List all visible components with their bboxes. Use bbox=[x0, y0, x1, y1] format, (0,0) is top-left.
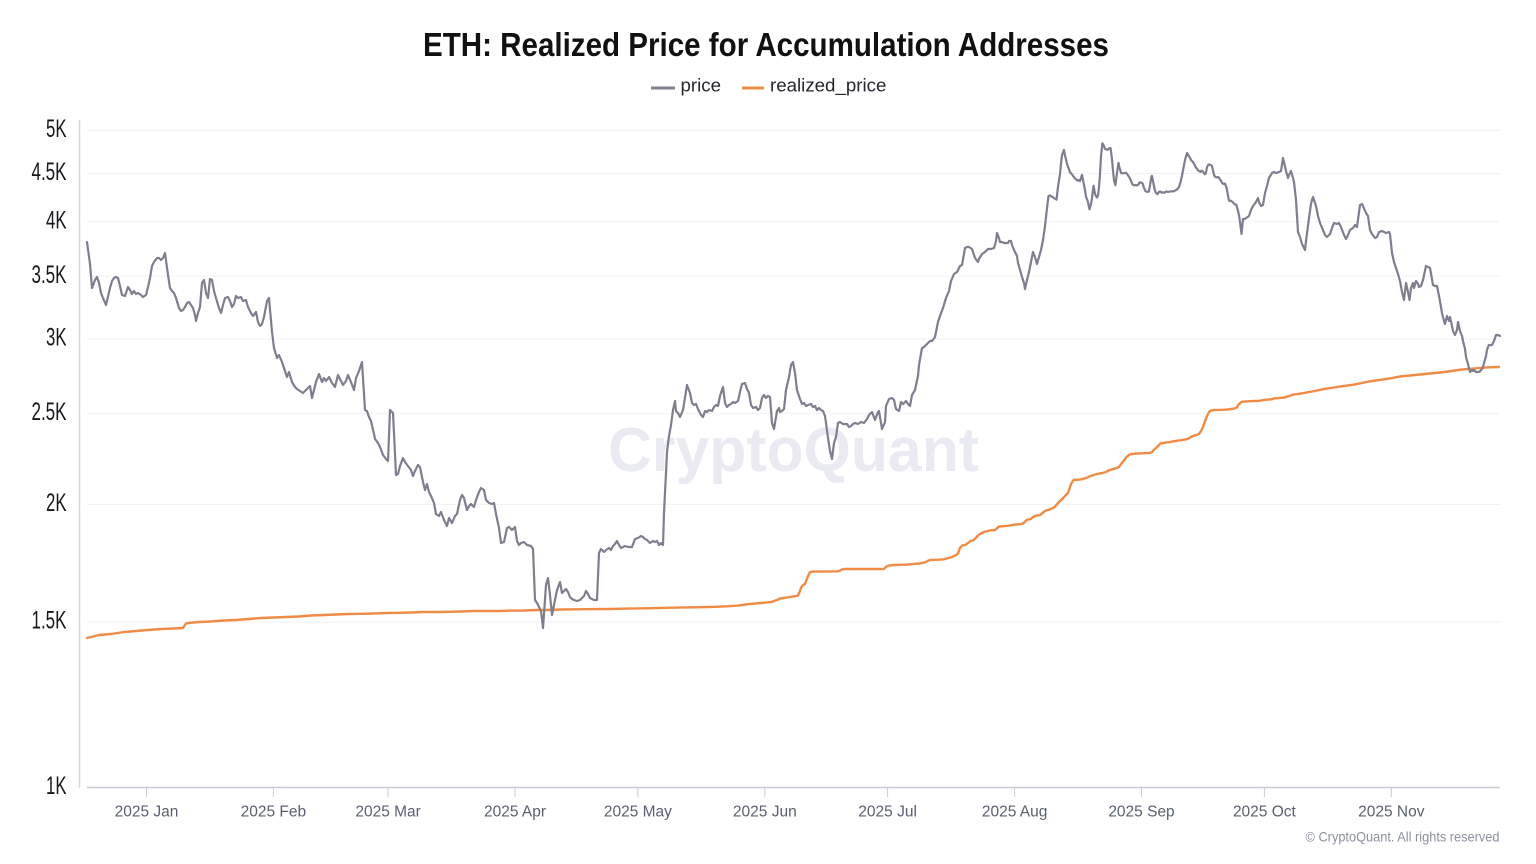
svg-text:realized_price: realized_price bbox=[770, 75, 886, 97]
svg-text:4.5K: 4.5K bbox=[32, 159, 67, 186]
svg-text:3K: 3K bbox=[46, 325, 67, 352]
svg-text:2025 Jan: 2025 Jan bbox=[115, 804, 179, 821]
svg-text:2025 Mar: 2025 Mar bbox=[355, 804, 420, 821]
svg-text:ETH: Realized Price for Accumu: ETH: Realized Price for Accumulation Add… bbox=[423, 26, 1109, 63]
svg-text:2025 Jul: 2025 Jul bbox=[858, 804, 917, 821]
svg-text:1.5K: 1.5K bbox=[32, 608, 67, 635]
svg-text:2K: 2K bbox=[46, 490, 67, 517]
svg-text:price: price bbox=[681, 75, 722, 96]
svg-text:2025 Nov: 2025 Nov bbox=[1358, 804, 1425, 821]
svg-text:2025 Aug: 2025 Aug bbox=[982, 804, 1048, 821]
svg-text:2025 Sep: 2025 Sep bbox=[1108, 804, 1174, 821]
svg-text:© CryptoQuant. All rights rese: © CryptoQuant. All rights reserved bbox=[1306, 830, 1500, 845]
svg-text:2025 Apr: 2025 Apr bbox=[484, 804, 546, 821]
svg-text:2.5K: 2.5K bbox=[32, 399, 67, 426]
svg-text:2025 Jun: 2025 Jun bbox=[733, 804, 797, 821]
svg-text:4K: 4K bbox=[46, 207, 67, 234]
svg-text:5K: 5K bbox=[46, 116, 67, 143]
svg-text:3.5K: 3.5K bbox=[32, 262, 67, 289]
svg-text:2025 May: 2025 May bbox=[604, 804, 672, 821]
svg-text:2025 Feb: 2025 Feb bbox=[241, 804, 307, 821]
svg-text:CryptoQuant: CryptoQuant bbox=[608, 416, 979, 485]
svg-text:1K: 1K bbox=[46, 773, 67, 800]
svg-text:2025 Oct: 2025 Oct bbox=[1233, 804, 1297, 821]
